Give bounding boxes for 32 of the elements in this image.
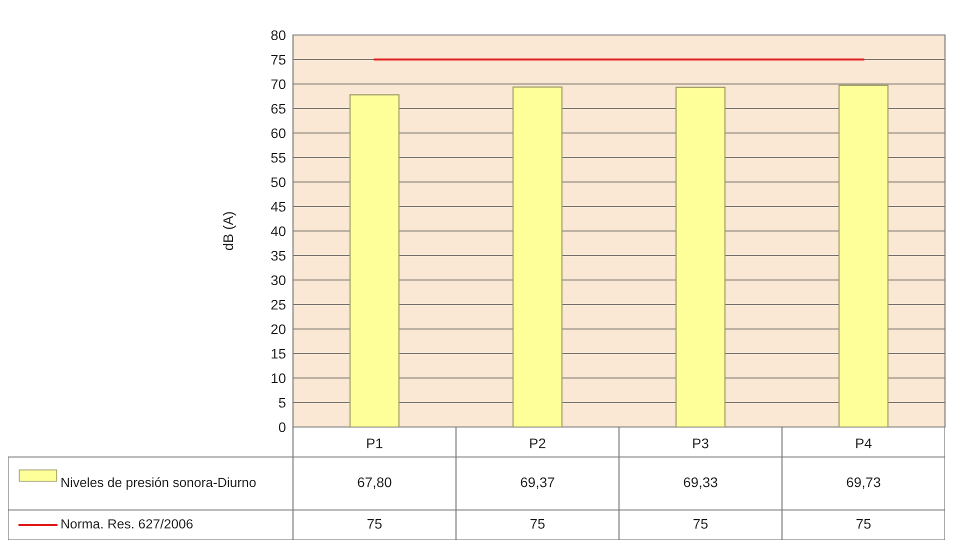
x-tick-label: P1 [367, 438, 382, 448]
y-tick-label: 20 [271, 324, 286, 334]
y-tick-label: 60 [271, 128, 286, 138]
y-tick-label: 35 [271, 250, 286, 261]
y-tick-label: 55 [271, 152, 286, 163]
legend-label: Niveles de presión sonora-Diurno [62, 477, 256, 490]
data-label: 69,33 [684, 477, 718, 489]
y-tick-label: 70 [271, 79, 286, 90]
y-tick-label: 45 [270, 202, 286, 212]
y-tick-label: 25 [271, 300, 286, 310]
y-tick-label: 0 [278, 422, 286, 432]
y-tick-label: 40 [270, 226, 286, 236]
data-label: 75 [530, 519, 545, 529]
data-label: 75 [693, 519, 708, 529]
y-axis-title: dB (A) [222, 212, 236, 250]
data-label: 67,80 [358, 477, 392, 489]
y-tick-label: 30 [271, 275, 286, 286]
y-tick-label: 75 [271, 54, 286, 65]
legend-label: Norma. Res. 627/2006 [62, 518, 193, 529]
x-tick-label: P2 [530, 438, 546, 448]
x-tick-label: P4 [856, 438, 872, 448]
y-tick-label: 5 [278, 398, 286, 408]
data-label: 75 [367, 519, 382, 529]
y-tick-label: 15 [272, 348, 286, 359]
y-tick-label: 65 [271, 104, 286, 114]
x-tick-label: P3 [693, 438, 708, 448]
data-label: 75 [856, 519, 871, 529]
data-label: 69,73 [846, 477, 880, 489]
y-tick-label: 80 [271, 30, 286, 40]
y-tick-label: 10 [272, 373, 286, 384]
y-tick-label: 50 [271, 177, 286, 188]
data-label: 69,37 [520, 477, 554, 489]
